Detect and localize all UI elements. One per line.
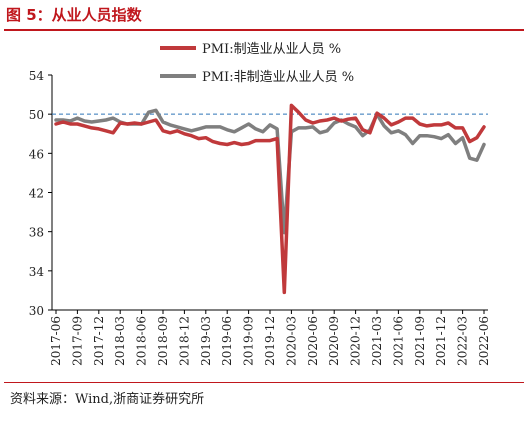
x-tick-label: 2017-06 <box>49 316 63 366</box>
x-tick-label: 2017-09 <box>70 316 84 366</box>
x-tick-label: 2021-09 <box>413 316 427 366</box>
x-tick-label: 2020-06 <box>306 316 320 366</box>
series-line-non-manufacturing <box>54 108 486 235</box>
title-divider <box>4 29 524 31</box>
x-tick-label: 2020-09 <box>327 316 341 366</box>
figure-title: 图 5：从业人员指数 <box>6 6 142 24</box>
bottom-divider <box>4 382 524 383</box>
series-line-manufacturing <box>54 103 486 295</box>
legend: PMI:制造业从业人员 % PMI:非制造业从业人员 % <box>160 42 354 85</box>
x-tick-label: 2019-09 <box>242 316 256 366</box>
x-tick-label: 2022-06 <box>477 316 491 366</box>
x-tick-label: 2021-12 <box>434 316 448 366</box>
y-tick-label: 38 <box>29 226 44 240</box>
x-tick-label: 2020-12 <box>349 316 363 366</box>
y-tick-label: 50 <box>29 108 44 122</box>
x-tick-label: 2018-06 <box>135 316 149 366</box>
y-tick-label: 46 <box>29 147 44 161</box>
y-tick-label: 34 <box>29 265 45 279</box>
x-tick-label: 2019-03 <box>199 316 213 366</box>
x-tick-label: 2018-09 <box>156 316 170 366</box>
y-tick-label: 42 <box>29 187 44 201</box>
line-chart: PMI:制造业从业人员 % PMI:非制造业从业人员 % 30 34 38 42 46 5… <box>29 42 491 366</box>
x-tick-label: 2021-03 <box>370 316 384 366</box>
x-tick-label: 2019-06 <box>220 316 234 366</box>
x-tick-label: 2019-12 <box>263 316 277 366</box>
series-group <box>54 103 486 295</box>
y-tick-label: 54 <box>29 69 45 83</box>
y-tick-label: 30 <box>29 304 44 318</box>
x-tick-label: 2017-12 <box>92 316 106 366</box>
x-tick-label: 2022-03 <box>456 316 470 366</box>
x-tick-label: 2021-06 <box>391 316 405 366</box>
legend-label-non-manufacturing: PMI:非制造业从业人员 % <box>202 70 354 85</box>
x-tick-label: 2018-12 <box>177 316 191 366</box>
axes: 30 34 38 42 46 50 54 2017-06 2017-09 2017-12 2018-… <box>29 69 491 366</box>
x-tick-label: 2020-03 <box>284 316 298 366</box>
source-note: 资料来源：Wind,浙商证券研究所 <box>10 392 205 407</box>
legend-label-manufacturing: PMI:制造业从业人员 % <box>202 42 341 57</box>
x-tick-label: 2018-03 <box>113 316 127 366</box>
